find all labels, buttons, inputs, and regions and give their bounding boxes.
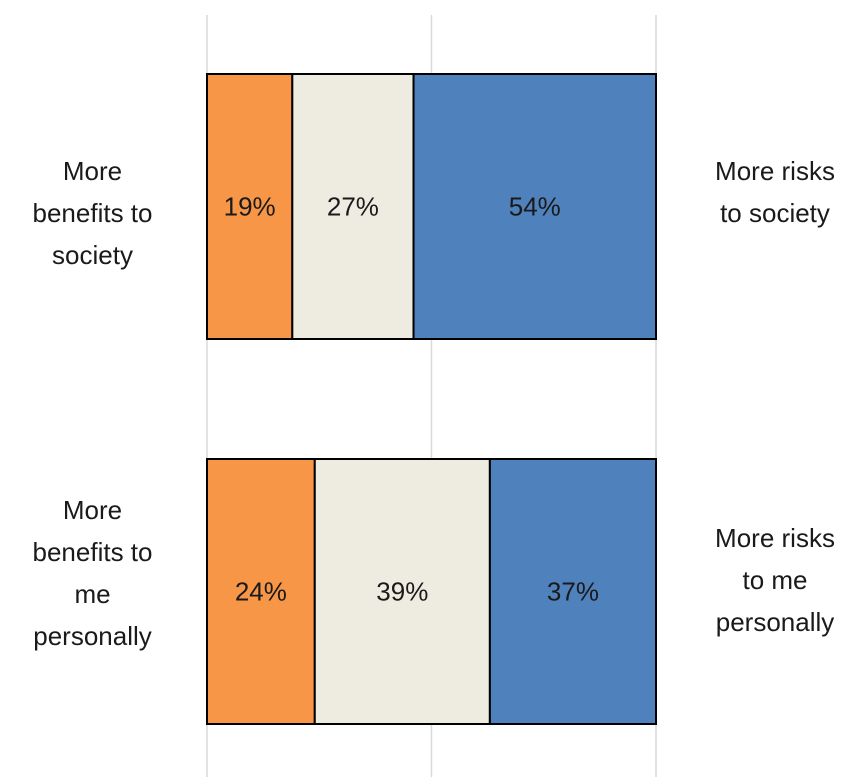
bar-segment bbox=[313, 458, 491, 725]
data-label: 19% bbox=[224, 192, 276, 222]
left-label-line: me bbox=[74, 579, 111, 609]
right-label-personally: More risks to me personally bbox=[695, 517, 855, 643]
right-label-line: personally bbox=[715, 607, 835, 637]
data-label: 27% bbox=[327, 192, 379, 222]
data-label: 54% bbox=[509, 192, 561, 222]
right-label-line: More risks bbox=[715, 523, 835, 553]
left-label-line: personally bbox=[33, 621, 152, 651]
left-label-line: More bbox=[62, 495, 123, 525]
right-label-line: to me bbox=[742, 565, 808, 595]
right-label-line: to society bbox=[720, 198, 830, 228]
left-label-personally: More benefits to me personally bbox=[15, 489, 170, 657]
right-label-society: More risks to society bbox=[695, 150, 855, 234]
left-label-line: benefits to bbox=[32, 537, 153, 567]
data-label: 39% bbox=[376, 577, 428, 607]
bar-segment bbox=[488, 458, 657, 725]
left-label-line: benefits to bbox=[32, 198, 153, 228]
bar-segment bbox=[206, 73, 294, 340]
bar-segment bbox=[291, 73, 415, 340]
right-label-line: More risks bbox=[715, 156, 835, 186]
left-label-line: society bbox=[52, 240, 133, 270]
left-label-society: More benefits to society bbox=[15, 150, 170, 276]
left-label-line: More bbox=[62, 156, 123, 186]
data-label: 24% bbox=[235, 577, 287, 607]
bar-segment bbox=[412, 73, 658, 340]
bar-segment bbox=[206, 458, 316, 725]
data-label: 37% bbox=[547, 577, 599, 607]
